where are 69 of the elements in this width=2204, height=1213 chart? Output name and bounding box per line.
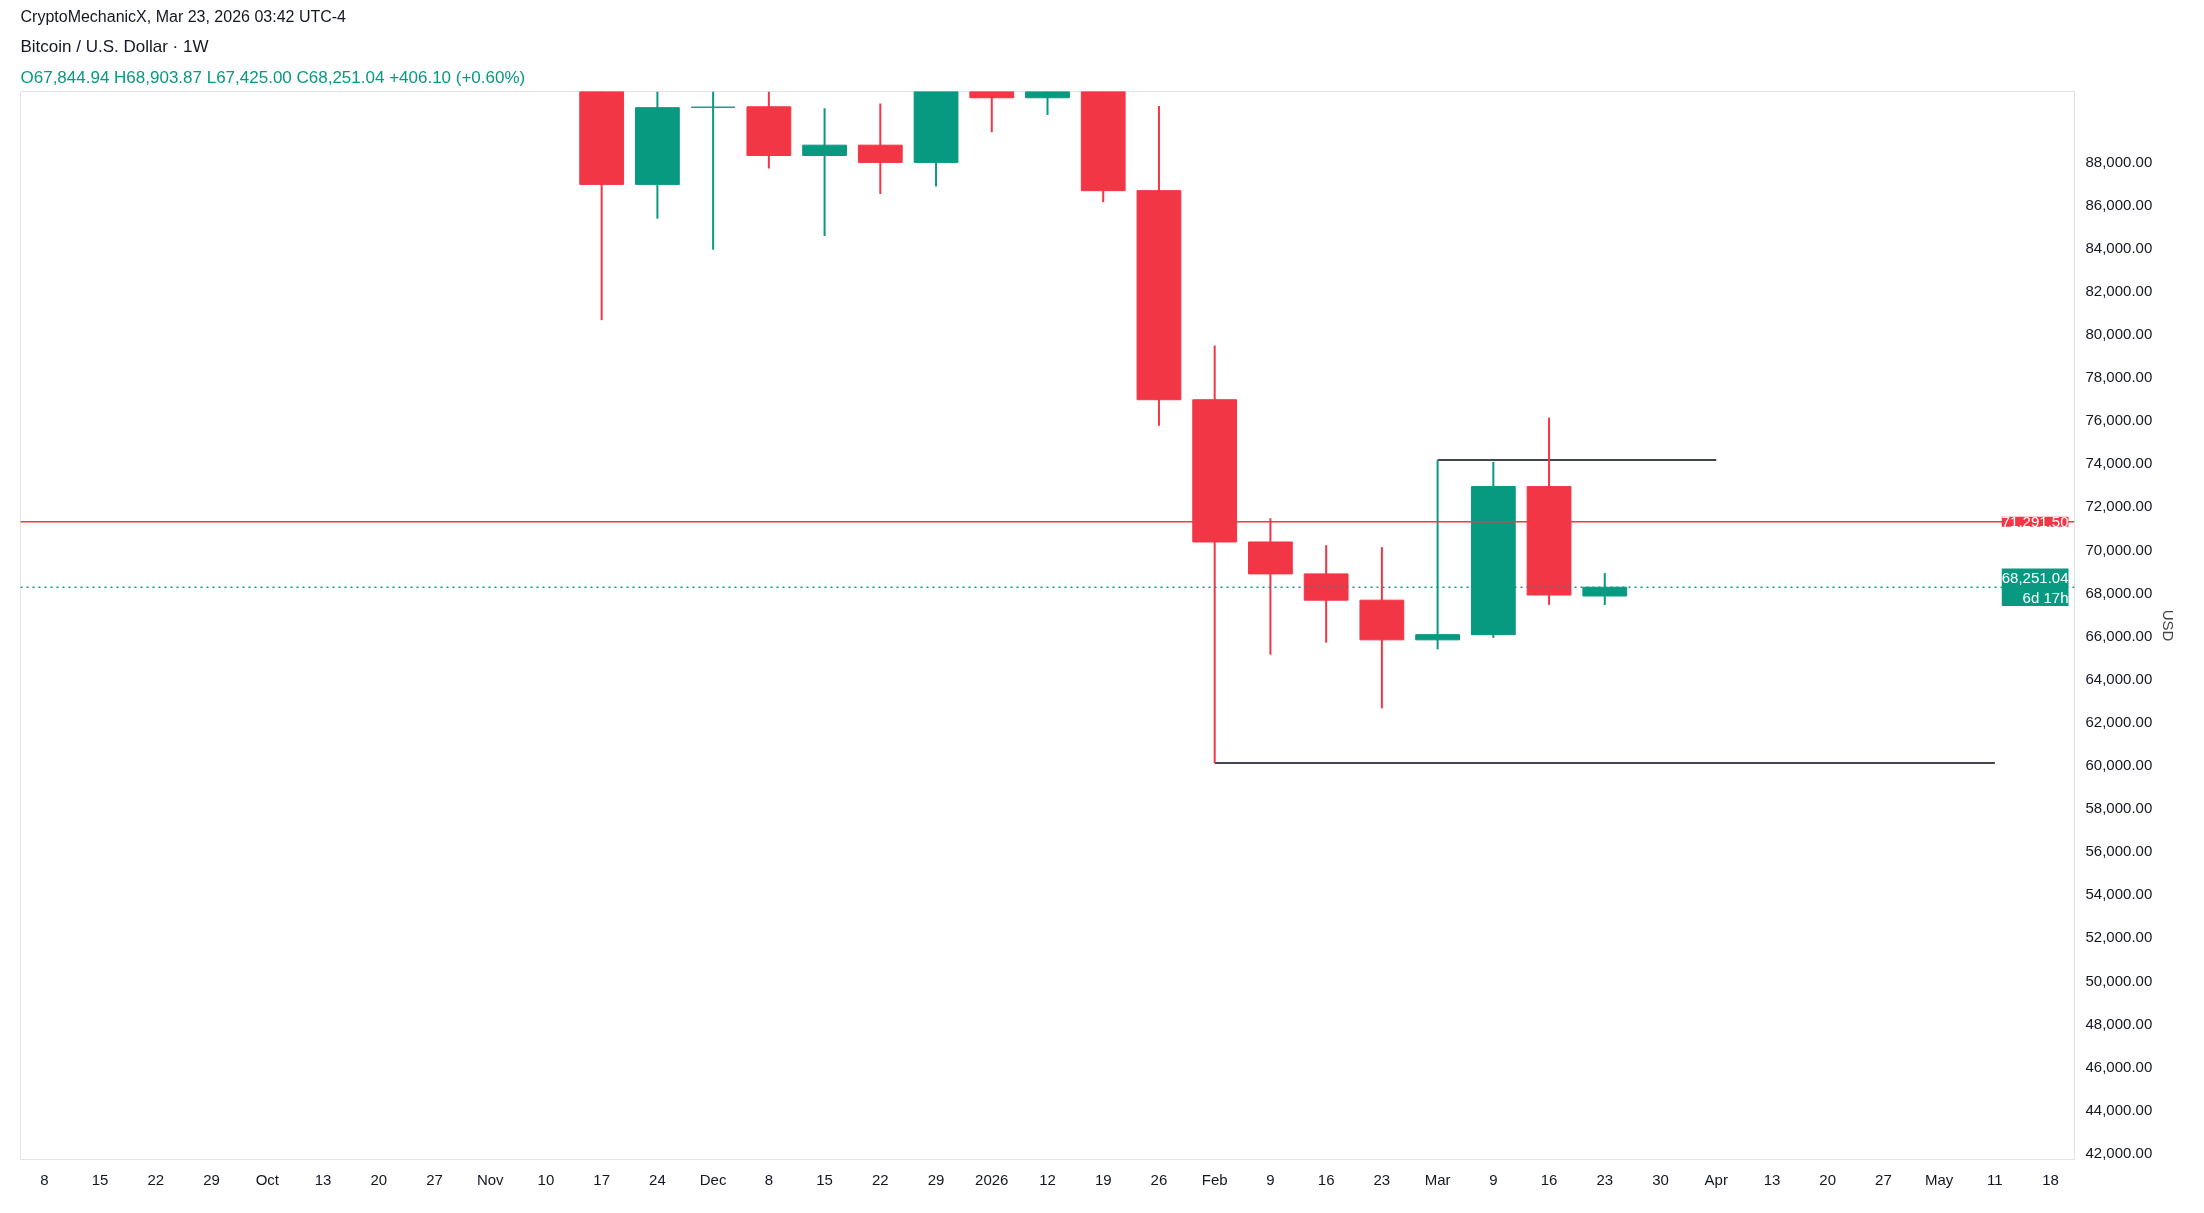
x-tick-label: 13 — [314, 1170, 332, 1188]
candlestick — [802, 107, 847, 237]
x-tick-label: 9 — [1489, 1170, 1498, 1188]
x-tick-label: Apr — [1704, 1170, 1728, 1188]
y-tick-label: 66,000.00 — [2085, 626, 2153, 644]
x-tick-label: 8 — [40, 1170, 49, 1188]
text: CryptoMechanicX, Mar 23, 2026 03:42 UTC-4 — [20, 7, 347, 25]
x-tick-label: 16 — [1540, 1170, 1558, 1188]
y-tick-label: 56,000.00 — [2085, 842, 2153, 860]
y-tick-label: 42,000.00 — [2085, 1144, 2153, 1162]
y-tick-label: 48,000.00 — [2085, 1014, 2153, 1032]
x-tick-label: 19 — [1094, 1170, 1112, 1188]
y-tick-label: 54,000.00 — [2085, 885, 2153, 903]
x-tick-label: 27 — [426, 1170, 443, 1188]
x-tick-label: Nov — [476, 1170, 505, 1188]
y-tick-label: 58,000.00 — [2085, 799, 2153, 817]
chart-subtitle: O67,844.94 H68,903.87 L67,425.00 C68,251.04 +406.10 (+0.60%) — [20, 67, 526, 87]
y-tick-label: 60,000.00 — [2085, 756, 2153, 774]
x-tick-label: 20 — [370, 1170, 388, 1188]
y-tick-label: 64,000.00 — [2085, 669, 2153, 687]
x-tick-label: 16 — [1317, 1170, 1335, 1188]
y-tick-label: 62,000.00 — [2085, 712, 2153, 730]
x-tick-label: 12 — [1039, 1170, 1056, 1188]
x-tick-label: 29 — [927, 1170, 945, 1188]
y-tick-label: 80,000.00 — [2085, 324, 2153, 342]
x-tick-label: 29 — [203, 1170, 220, 1188]
ref-line-label: 68,251.04 6d 17h — [2001, 568, 2069, 606]
x-tick-label: Oct — [255, 1170, 280, 1188]
y-tick-label: 82,000.00 — [2085, 281, 2153, 299]
x-tick-label: 30 — [1652, 1170, 1669, 1188]
y-axis-title: USD — [2160, 609, 2178, 642]
x-tick-label: 23 — [1373, 1170, 1391, 1188]
y-tick-label: 68,000.00 — [2085, 583, 2153, 601]
y-tick-label: 52,000.00 — [2085, 928, 2153, 946]
x-tick-label: 22 — [147, 1170, 165, 1188]
y-tick-label: 74,000.00 — [2085, 454, 2153, 472]
y-tick-label: 50,000.00 — [2085, 971, 2153, 989]
x-tick-label: 17 — [593, 1170, 611, 1188]
y-tick-label: 72,000.00 — [2085, 497, 2153, 515]
x-tick-label: 18 — [2042, 1170, 2059, 1188]
x-tick-label: 15 — [91, 1170, 109, 1188]
y-tick-label: 78,000.00 — [2085, 368, 2153, 386]
x-tick-label: 9 — [1266, 1170, 1275, 1188]
x-tick-label: 22 — [871, 1170, 889, 1188]
x-tick-label: 11 — [1987, 1170, 2003, 1188]
y-tick-label: 46,000.00 — [2085, 1057, 2153, 1075]
y-tick-label: 86,000.00 — [2085, 195, 2153, 213]
x-tick-label: 27 — [1875, 1170, 1892, 1188]
y-tick-label: 76,000.00 — [2085, 411, 2153, 429]
x-tick-label: May — [1924, 1170, 1954, 1188]
x-tick-label: 15 — [816, 1170, 833, 1188]
x-tick-label: 8 — [764, 1170, 774, 1188]
y-tick-label: 44,000.00 — [2085, 1100, 2153, 1118]
x-tick-label: 23 — [1596, 1170, 1614, 1188]
y-tick-label: 88,000.00 — [2085, 152, 2153, 170]
ref-line-label: 71,291.50 — [2001, 512, 2069, 530]
x-tick-label: 24 — [649, 1170, 666, 1188]
x-tick-label: 10 — [537, 1170, 555, 1188]
x-tick-label: 2026 — [975, 1170, 1009, 1188]
x-tick-label: 26 — [1150, 1170, 1168, 1188]
x-tick-label: Feb — [1201, 1170, 1228, 1188]
candlestick — [690, 91, 736, 251]
chart-title: Bitcoin / U.S. Dollar · 1W — [20, 36, 209, 56]
x-tick-label: 13 — [1763, 1170, 1781, 1188]
y-tick-label: 70,000.00 — [2085, 540, 2153, 558]
x-tick-label: Mar — [1424, 1170, 1451, 1188]
x-tick-label: 20 — [1819, 1170, 1837, 1188]
y-tick-label: 84,000.00 — [2085, 238, 2153, 256]
x-tick-label: Dec — [699, 1170, 727, 1188]
